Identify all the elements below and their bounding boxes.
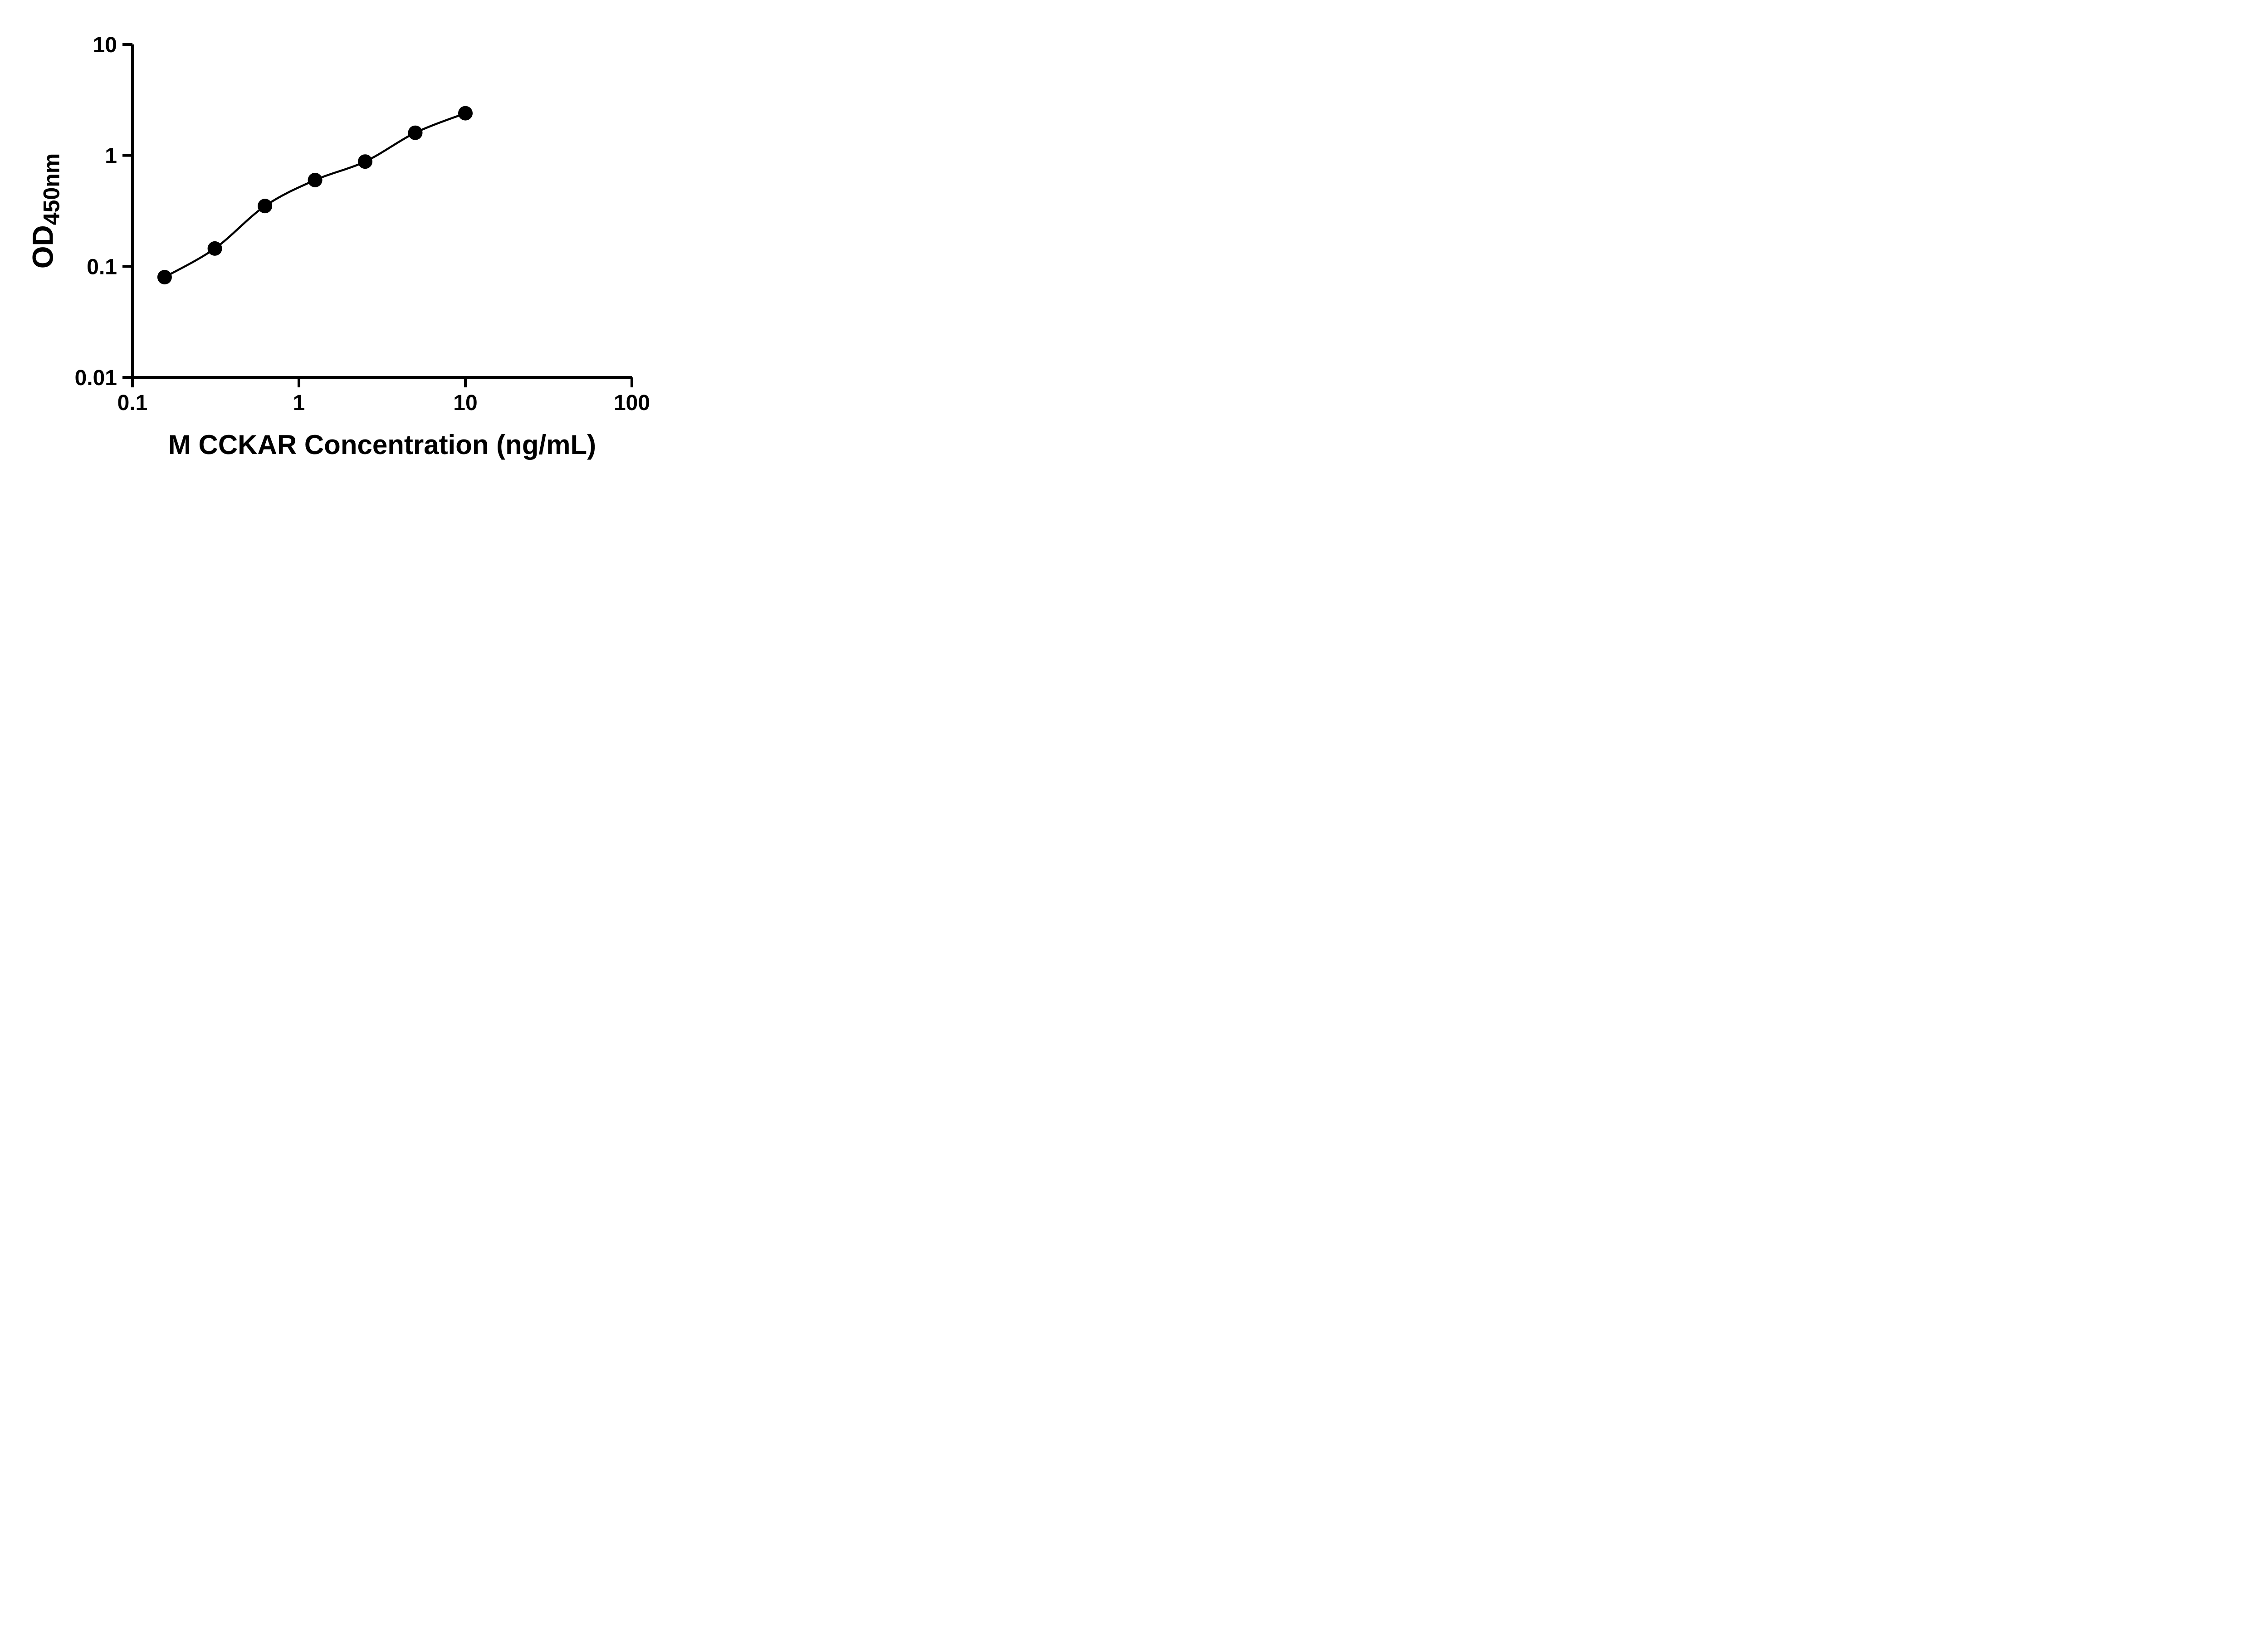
x-tick-label: 1 <box>293 391 305 415</box>
y-axis-title-subscript: 450nm <box>39 153 64 225</box>
y-tick-label: 0.1 <box>87 255 117 279</box>
y-tick-label: 10 <box>93 33 117 57</box>
axis-spines <box>131 44 632 379</box>
data-point-marker <box>308 172 323 187</box>
data-point-marker <box>258 199 273 214</box>
data-point-marker <box>408 125 423 140</box>
x-tick-label: 0.1 <box>117 391 148 415</box>
y-axis-title-main: OD <box>26 225 59 269</box>
data-point-marker <box>458 106 473 121</box>
data-point-marker <box>157 270 172 284</box>
data-point-marker <box>358 154 372 169</box>
y-axis-title: OD450nm <box>26 153 65 269</box>
x-axis-title: M CCKAR Concentration (ng/mL) <box>168 430 596 460</box>
elisa-standard-curve-figure: 0.1 1 10 100 0.01 0.1 1 10 M CCKAR Concentratio… <box>0 0 697 488</box>
data-point-marker <box>207 241 222 256</box>
x-tick-label: 100 <box>614 391 650 415</box>
y-tick-label: 0.01 <box>75 366 117 390</box>
y-tick-label: 1 <box>105 144 117 168</box>
x-tick-label: 10 <box>453 391 477 415</box>
